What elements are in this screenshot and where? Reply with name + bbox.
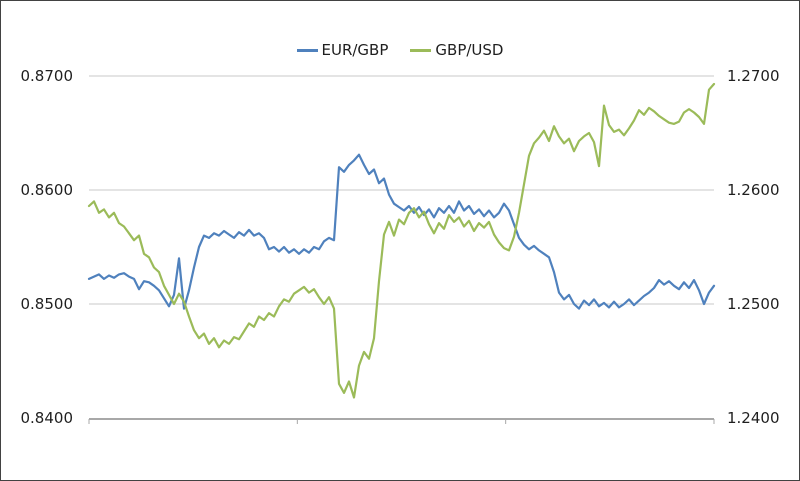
legend-line-swatch-eur-gbp xyxy=(296,48,318,52)
series-line-gbp-usd xyxy=(87,82,716,399)
y-axis-left-tick-2: 0.8500 xyxy=(20,295,74,313)
legend-label-gbp-usd: GBP/USD xyxy=(435,41,504,59)
legend-item-eur-gbp: EUR/GBP xyxy=(296,41,389,59)
y-axis-right-tick-3: 1.2400 xyxy=(727,409,780,427)
y-axis-left-tick-0: 0.8700 xyxy=(20,67,74,85)
series-line-eur-gbp xyxy=(87,153,716,310)
y-axis-right-tick-0: 1.2700 xyxy=(727,67,780,85)
y-axis-left-tick-1: 0.8600 xyxy=(20,181,74,199)
y-axis-right-tick-2: 1.2500 xyxy=(727,295,780,313)
legend-line-swatch-gbp-usd xyxy=(410,48,432,52)
y-axis-left-tick-3: 0.8400 xyxy=(20,409,74,427)
legend-label-eur-gbp: EUR/GBP xyxy=(321,41,389,59)
y-axis-right-tick-1: 1.2600 xyxy=(727,181,780,199)
legend: EUR/GBP GBP/USD xyxy=(1,41,799,59)
legend-item-gbp-usd: GBP/USD xyxy=(410,41,503,59)
